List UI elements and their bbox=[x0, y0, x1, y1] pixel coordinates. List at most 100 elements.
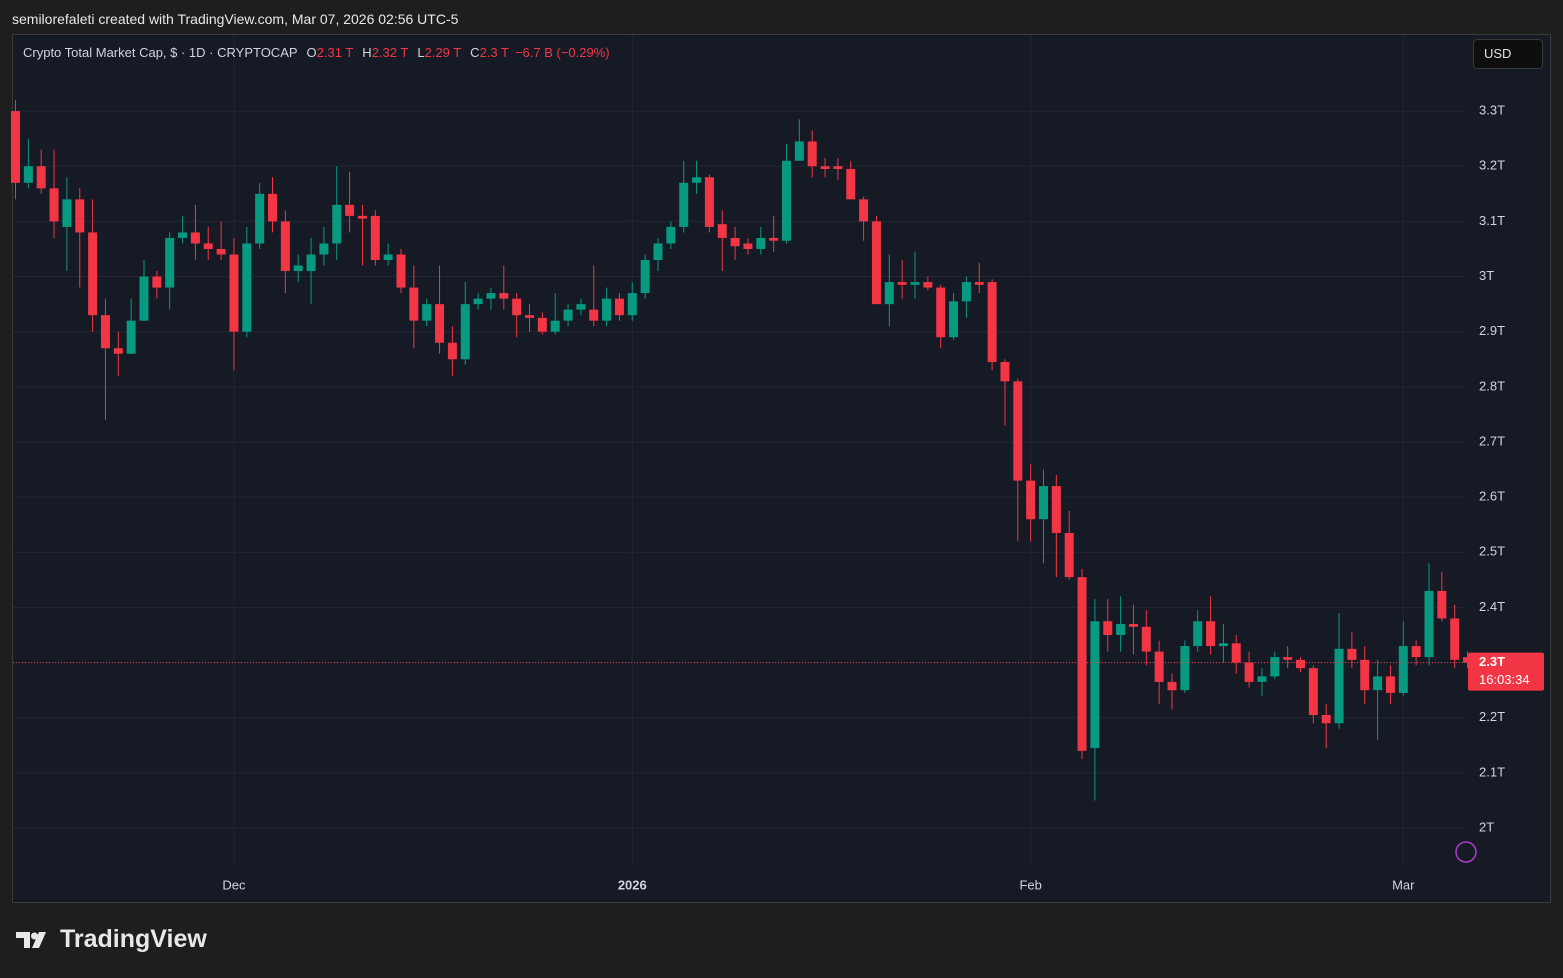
candle-body bbox=[807, 141, 817, 167]
candle-body bbox=[1013, 381, 1023, 481]
y-tick-label: 2.9T bbox=[1479, 323, 1505, 338]
chart-panel bbox=[12, 34, 1551, 903]
y-tick-label: 3.1T bbox=[1479, 213, 1505, 228]
candle-body bbox=[36, 166, 46, 189]
candle-body bbox=[936, 287, 946, 338]
candle-body bbox=[216, 248, 226, 255]
candle-body bbox=[1360, 659, 1370, 691]
candle-body bbox=[1373, 676, 1383, 691]
candle-body bbox=[666, 226, 676, 244]
candle-body bbox=[1385, 676, 1395, 693]
y-tick-label: 3T bbox=[1479, 268, 1494, 283]
y-tick-label: 2.1T bbox=[1479, 764, 1505, 779]
candle-body bbox=[537, 317, 547, 332]
header: semilorefaleti created with TradingView.… bbox=[12, 11, 459, 27]
candle-body bbox=[1000, 362, 1010, 382]
candle-body bbox=[1411, 646, 1421, 658]
candle-body bbox=[229, 254, 239, 332]
y-tick-label: 2.8T bbox=[1479, 378, 1505, 393]
candle-body bbox=[846, 169, 856, 200]
y-tick-label: 2.6T bbox=[1479, 489, 1505, 504]
candle-body bbox=[550, 320, 560, 332]
candle-body bbox=[280, 221, 290, 272]
candle-body bbox=[859, 199, 869, 222]
candle-body bbox=[1064, 533, 1074, 578]
candle-body bbox=[190, 232, 200, 244]
ohlc-value: 2.29 T bbox=[424, 45, 462, 60]
candle-body bbox=[1128, 623, 1138, 627]
candle-body bbox=[499, 293, 509, 299]
change: −6.7 B (−0.29%) bbox=[514, 45, 610, 60]
candle-body bbox=[1039, 486, 1048, 520]
candle-body bbox=[679, 182, 689, 227]
candle-body bbox=[1244, 662, 1254, 682]
candle-body bbox=[1167, 681, 1177, 691]
candle-body bbox=[769, 237, 779, 241]
candle-body bbox=[396, 254, 406, 288]
candle-body bbox=[782, 160, 791, 241]
y-tick-label: 2.5T bbox=[1479, 544, 1505, 559]
candle-body bbox=[576, 304, 586, 310]
candle-body bbox=[1296, 659, 1305, 669]
candle-body bbox=[422, 304, 432, 321]
candle-body bbox=[242, 243, 252, 332]
candle-body bbox=[717, 224, 727, 238]
candle-body bbox=[113, 348, 123, 354]
alert-icon[interactable] bbox=[1455, 841, 1477, 863]
candle-body bbox=[974, 282, 984, 285]
candle-body bbox=[139, 276, 149, 321]
candle-body bbox=[152, 276, 162, 288]
candle-body bbox=[627, 293, 637, 316]
ohlc-value: 2.3 T bbox=[479, 45, 509, 60]
ohlc-value: 2.31 T bbox=[316, 45, 354, 60]
candle-body bbox=[88, 232, 98, 316]
candle-body bbox=[435, 304, 445, 343]
y-tick-label: 3.2T bbox=[1479, 158, 1505, 173]
candle-body bbox=[49, 188, 59, 222]
candle-body bbox=[1450, 618, 1460, 660]
candle-body bbox=[1077, 577, 1087, 751]
candle-body bbox=[923, 282, 933, 288]
candle-body bbox=[1141, 626, 1151, 652]
candle-body bbox=[1231, 643, 1241, 663]
candle-body bbox=[75, 199, 85, 233]
brand-logo bbox=[16, 931, 46, 948]
candle-body bbox=[1334, 648, 1344, 724]
candle-body bbox=[383, 254, 393, 261]
candle-body bbox=[602, 298, 612, 321]
currency-button[interactable]: USD bbox=[1473, 39, 1543, 69]
ohlc-value: 2.32 T bbox=[371, 45, 409, 60]
axis: 2T 2.1T 2.2T 2.3T 2.4T 2.5T 2.6T 2.7T 2.8T 2.9T 3T… bbox=[222, 103, 1544, 892]
x-tick-label: Mar bbox=[1392, 877, 1415, 892]
candle-body bbox=[512, 298, 522, 316]
price-label-box bbox=[1468, 652, 1544, 691]
candle-body bbox=[1193, 621, 1203, 647]
candle-body bbox=[897, 282, 907, 285]
candle-body bbox=[987, 282, 997, 363]
candles bbox=[11, 100, 1473, 801]
candle-body bbox=[910, 282, 920, 285]
y-tick-label: 2.7T bbox=[1479, 433, 1505, 448]
candle-body bbox=[473, 298, 483, 305]
candle-body bbox=[11, 111, 20, 183]
x-tick-label: 2026 bbox=[618, 877, 647, 892]
candle-body bbox=[370, 215, 380, 261]
candle-body bbox=[100, 315, 110, 349]
candle-body bbox=[62, 199, 72, 227]
candle-body bbox=[332, 204, 342, 244]
candle-body bbox=[345, 204, 355, 216]
candle-body bbox=[178, 232, 188, 238]
candle-body bbox=[293, 265, 303, 272]
candle-body bbox=[730, 237, 740, 247]
y-tick-label: 2.2T bbox=[1479, 709, 1505, 724]
price-label: 2.3T bbox=[1479, 654, 1505, 669]
candle-body bbox=[563, 309, 573, 321]
candle-body bbox=[460, 304, 470, 360]
candle-body bbox=[1116, 623, 1126, 636]
candle-body bbox=[614, 298, 624, 316]
candle-body bbox=[884, 282, 894, 305]
candle-body bbox=[525, 315, 534, 318]
candle-body bbox=[1283, 657, 1293, 660]
